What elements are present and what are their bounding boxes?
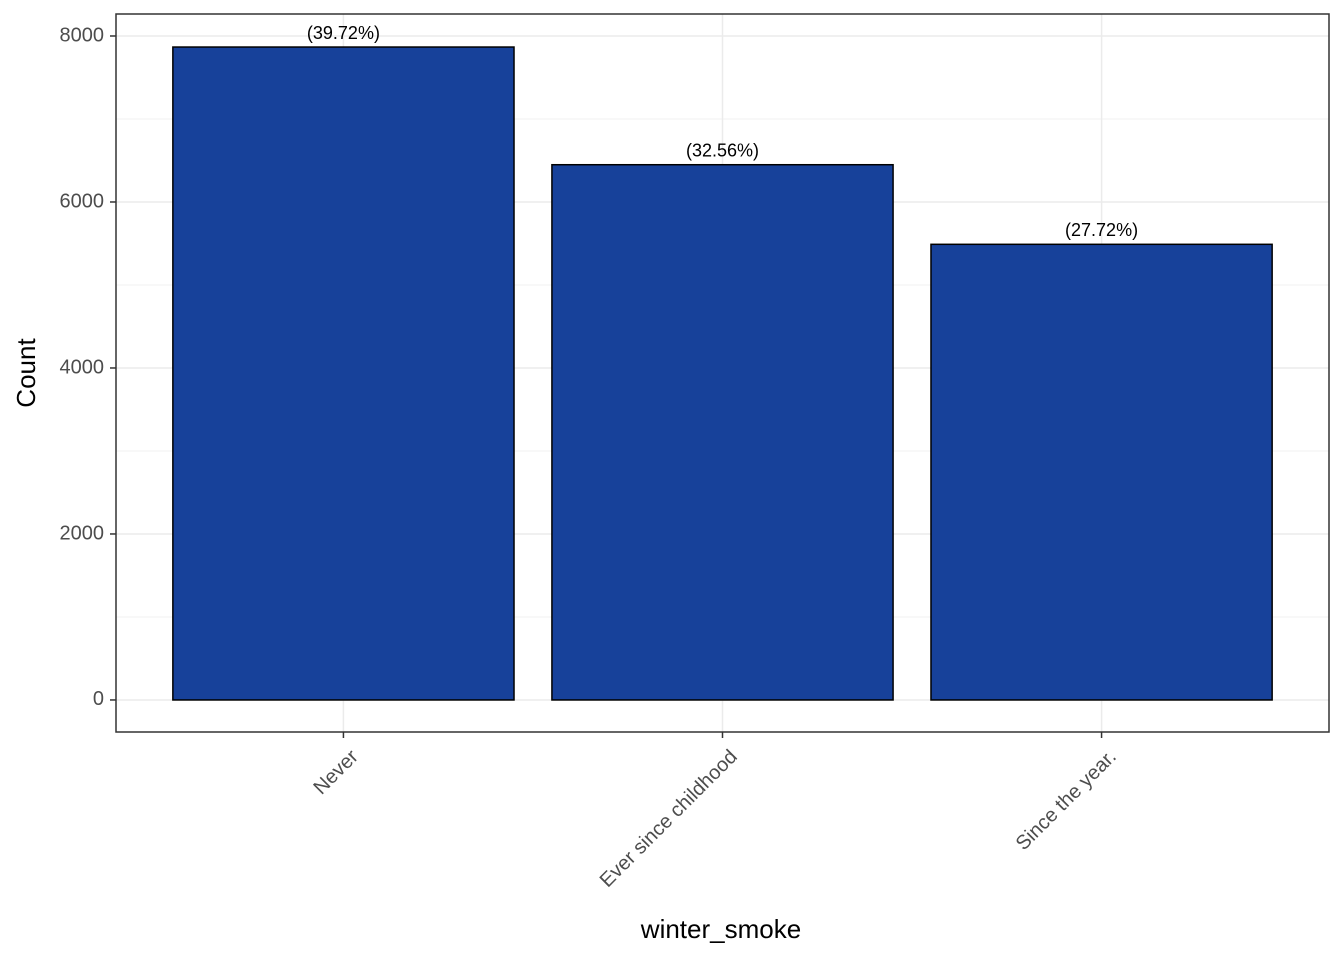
y-tick-label: 6000 [60,190,105,212]
bar-annotation: (27.72%) [1065,220,1138,240]
x-tick-label: Ever since childhood [596,746,742,892]
bar-annotation: (39.72%) [307,23,380,43]
bar-annotation: (32.56%) [686,140,759,160]
bar [172,46,515,701]
y-tick-label: 2000 [60,522,105,544]
y-tick-label: 4000 [60,356,105,378]
y-tick-label: 0 [93,688,104,710]
x-axis-title: winter_smoke [640,914,801,944]
bar [930,243,1273,701]
x-tick-label: Never [309,745,363,799]
y-tick-label: 8000 [60,24,105,46]
bar [551,163,894,701]
panel-border [115,13,1330,733]
y-axis-title: Count [11,338,41,408]
x-tick-label: Since the year. [1012,746,1121,855]
